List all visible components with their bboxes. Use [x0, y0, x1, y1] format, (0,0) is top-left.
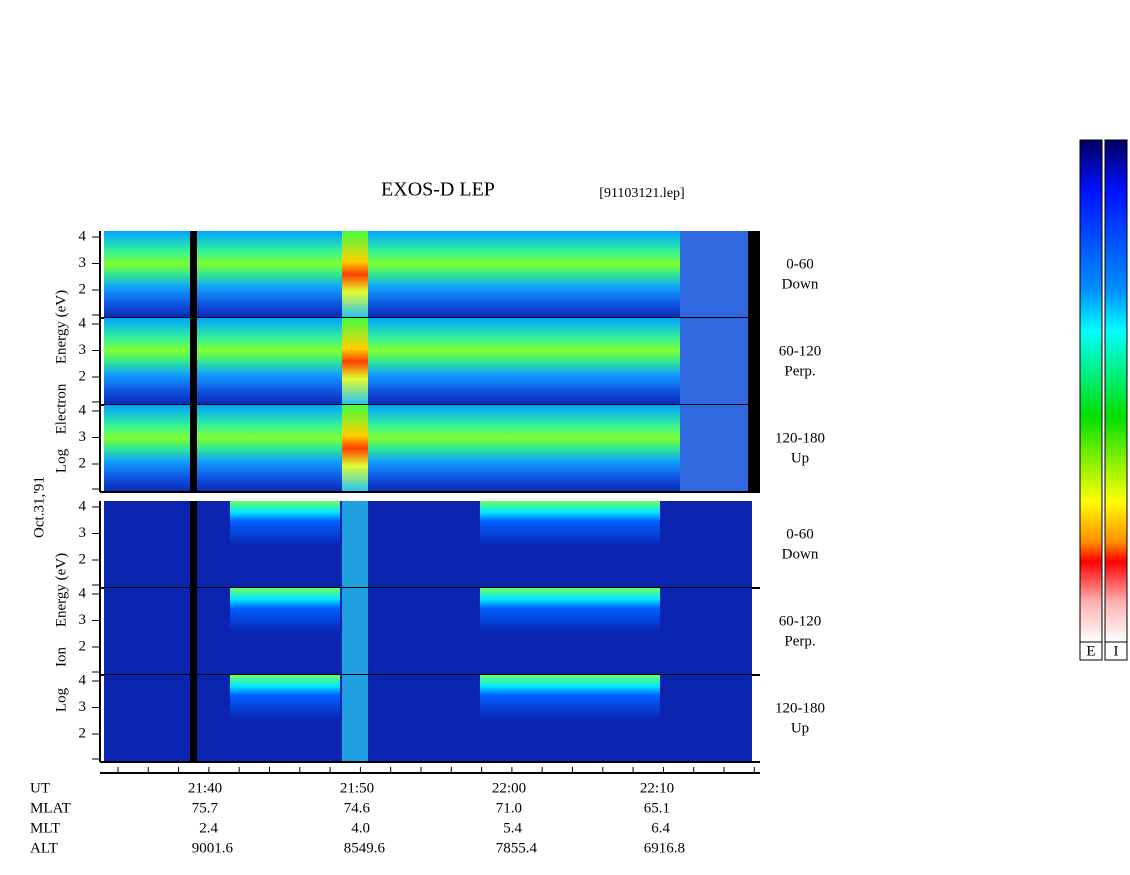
pitch-angle: 120-180: [775, 700, 825, 716]
direction: Perp.: [784, 633, 815, 649]
colorbar: [1104, 139, 1128, 643]
y-tick-label: 2: [79, 638, 87, 654]
row-value: 6.4: [651, 820, 670, 836]
row-value: 75.7: [192, 800, 219, 816]
y-axis-label: Log: [53, 687, 69, 712]
spectrogram: [680, 231, 748, 318]
pitch-angle: 60-120: [779, 343, 822, 359]
y-tick-label: 4: [79, 672, 87, 688]
direction: Perp.: [784, 363, 815, 379]
row-value: 9001.6: [192, 840, 234, 856]
colorbar-label: I: [1114, 643, 1119, 659]
y-tick-label: 4: [79, 498, 87, 514]
row-value: 8549.6: [344, 840, 386, 856]
colorbar: [1079, 139, 1103, 643]
row-label: UT: [30, 780, 50, 796]
spectrogram: [230, 675, 340, 720]
y-tick-label: 2: [79, 368, 87, 384]
colorbar-label-box: [1079, 641, 1103, 661]
y-tick-label: 3: [79, 255, 87, 271]
y-tick-label: 2: [79, 455, 87, 471]
y-axis-label: Log: [53, 448, 69, 473]
pitch-angle: 120-180: [775, 430, 825, 446]
pitch-angle: 0-60: [786, 526, 814, 542]
spectrogram: [230, 588, 340, 633]
y-tick-label: 3: [79, 699, 87, 715]
row-value: 5.4: [503, 820, 522, 836]
y-axis-label: Energy (eV): [53, 553, 69, 627]
y-tick-label: 3: [79, 612, 87, 628]
row-value: 6916.8: [644, 840, 685, 856]
spectrogram: [480, 588, 660, 633]
y-tick-label: 3: [79, 525, 87, 541]
spectrogram: [342, 405, 368, 492]
direction: Down: [782, 546, 819, 562]
spectrogram: [748, 318, 760, 405]
row-label: MLT: [30, 820, 60, 836]
row-value: 71.0: [496, 800, 522, 816]
spectrogram: [190, 501, 197, 588]
direction: Down: [782, 276, 819, 292]
spectrogram: [190, 231, 197, 318]
direction: Up: [791, 450, 809, 466]
pitch-angle: 0-60: [786, 256, 814, 272]
row-value: 21:50: [340, 780, 374, 796]
y-axis-label: Energy (eV): [53, 290, 69, 364]
colorbar-label: E: [1086, 643, 1095, 659]
spectrogram: [342, 675, 368, 762]
spectrogram: [104, 318, 748, 405]
title: EXOS-D LEP: [381, 179, 495, 201]
spectrogram: [190, 675, 197, 762]
y-tick-label: 4: [79, 402, 87, 418]
spectrogram: [480, 501, 660, 546]
spectrogram: [342, 318, 368, 405]
spectrogram: [190, 588, 197, 675]
spectrogram: [680, 318, 748, 405]
y-axis-label: Electron: [53, 383, 69, 434]
y-tick-label: 2: [79, 725, 87, 741]
spectrogram: [680, 405, 748, 492]
y-tick-label: 2: [79, 551, 87, 567]
spectrogram: [342, 231, 368, 318]
y-axis-label: Ion: [53, 647, 69, 667]
spectrogram: [342, 501, 368, 588]
row-value: 65.1: [644, 800, 670, 816]
spectrogram: [190, 405, 197, 492]
row-value: 21:40: [188, 780, 222, 796]
spectrogram: [748, 405, 760, 492]
row-label: MLAT: [30, 800, 71, 816]
y-tick-label: 4: [79, 585, 87, 601]
file-name: [91103121.lep]: [599, 186, 684, 201]
date: Oct.31,'91: [31, 476, 47, 538]
spectrogram: [480, 675, 660, 720]
row-value: 74.6: [344, 800, 371, 816]
y-tick-label: 4: [79, 315, 87, 331]
spectrogram: [748, 231, 760, 318]
direction: Up: [791, 720, 809, 736]
y-tick-label: 3: [79, 429, 87, 445]
spectrogram: [342, 588, 368, 675]
y-tick-label: 2: [79, 281, 87, 297]
spectrogram: [104, 231, 748, 318]
y-tick-label: 3: [79, 342, 87, 358]
spectrogram: [104, 405, 748, 492]
row-value: 7855.4: [496, 840, 538, 856]
row-label: ALT: [30, 840, 58, 856]
colorbar-label-box: [1104, 641, 1128, 661]
y-tick-label: 4: [79, 228, 87, 244]
row-value: 2.4: [199, 820, 218, 836]
row-value: 4.0: [351, 820, 370, 836]
row-value: 22:10: [640, 780, 674, 796]
spectrogram: [190, 318, 197, 405]
spectrogram: [230, 501, 340, 546]
row-value: 22:00: [492, 780, 526, 796]
pitch-angle: 60-120: [779, 613, 822, 629]
